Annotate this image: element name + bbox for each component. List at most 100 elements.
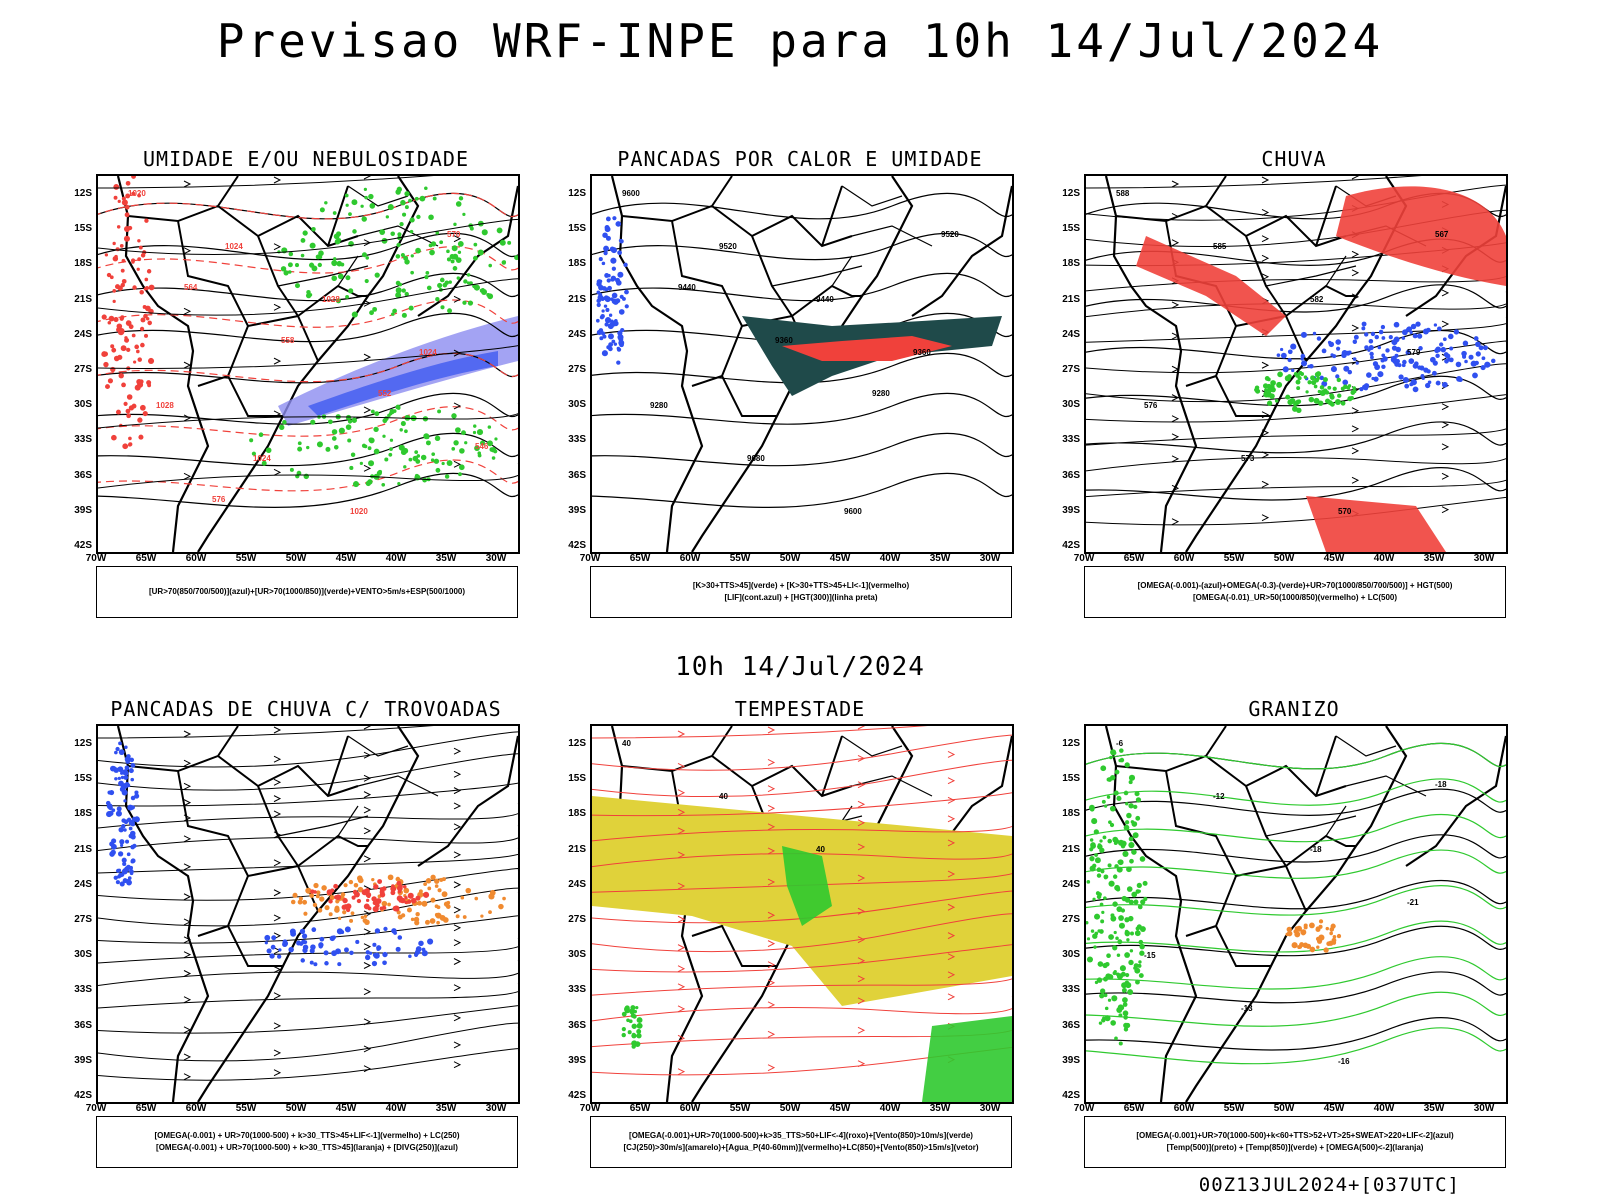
legend-line: [CJ(250)>30m/s](amarelo)+[Agua_P(40-60mm…	[623, 1143, 979, 1152]
contour-label: -18	[1310, 845, 1322, 854]
panel-legend: [UR>70(850/700/500)](azul)+[UR>70(1000/8…	[96, 566, 518, 618]
lat-label: 27S	[74, 364, 92, 375]
contour-label: 9680	[747, 454, 765, 463]
lat-label: 27S	[568, 914, 586, 925]
lat-label: 15S	[74, 223, 92, 235]
lat-label: 39S	[74, 504, 92, 516]
contour-label: -6	[1116, 739, 1124, 748]
lat-label: 33S	[74, 434, 92, 446]
streamlines	[592, 726, 1012, 1076]
country-borders	[621, 176, 862, 417]
streamlines	[98, 176, 518, 489]
lat-label: 24S	[1062, 328, 1080, 340]
legend-line: [OMEGA(-0.001)+UR>70(1000-500)+k<60+TTS>…	[1136, 1131, 1454, 1140]
legend-line: [OMEGA(-0.001)-(azul)+OMEGA(-0.3)-(verde…	[1137, 581, 1453, 590]
lat-label: 42S	[568, 1090, 586, 1101]
contour-label: 585	[1213, 242, 1227, 251]
lat-label: 12S	[568, 188, 586, 199]
lon-label: 70W	[85, 1103, 107, 1114]
contour-label: 9280	[650, 401, 668, 410]
lon-label: 40W	[879, 1103, 901, 1114]
lat-label: 21S	[568, 293, 586, 305]
lif-contours	[595, 216, 629, 365]
lat-label: 30S	[568, 949, 586, 961]
temp-500	[1086, 742, 1506, 1051]
contour-label: 552	[378, 389, 392, 398]
lat-label: 33S	[74, 984, 92, 996]
lon-label: 50W	[779, 553, 801, 564]
lon-label: 50W	[285, 1103, 307, 1114]
contour-label: 573	[1241, 454, 1255, 463]
lon-label: 35W	[929, 553, 951, 564]
coastline	[116, 176, 518, 552]
lon-label: 30W	[979, 553, 1001, 564]
legend-line: [OMEGA(-0.01)_UR>50(1000/850)(vermelho) …	[1192, 593, 1398, 602]
lat-label: 24S	[74, 878, 92, 890]
geography-lines	[1104, 726, 1506, 1102]
contour-label: 546	[475, 442, 489, 451]
contour-label: -13	[1241, 1004, 1253, 1013]
contour-labels: 1020 1024 1028 1024 1028 1024 1020 570 564 558 552…	[128, 189, 489, 516]
lat-label: 18S	[568, 258, 586, 270]
lat-label: 42S	[1062, 1090, 1080, 1101]
geography-lines	[610, 176, 1012, 552]
lat-label: 33S	[1062, 434, 1080, 446]
lon-label: 35W	[435, 1103, 457, 1114]
lat-label: 36S	[1062, 1019, 1080, 1031]
lat-label: 24S	[568, 328, 586, 340]
contour-labels: 588 585 582 579 576 573 570 567	[1116, 189, 1449, 516]
humidity-green-coast	[1086, 748, 1148, 1046]
contour-label: 588	[1116, 189, 1130, 198]
lat-label: 39S	[568, 1054, 586, 1066]
lon-label: 40W	[1373, 1103, 1395, 1114]
lon-label: 40W	[879, 553, 901, 564]
contour-label: 1024	[225, 242, 243, 251]
lat-label: 27S	[74, 914, 92, 925]
country-borders	[127, 726, 368, 967]
wind-850-green-south	[922, 1016, 1012, 1102]
lat-label: 39S	[74, 1054, 92, 1066]
contour-label: 40	[719, 792, 728, 801]
lon-label: 30W	[485, 1103, 507, 1114]
contour-label: 1020	[350, 507, 368, 516]
legend-line: [LIF](cont.azul) + [HGT(300)](linha pret…	[724, 593, 878, 602]
lon-label: 55W	[235, 553, 257, 564]
lat-label: 24S	[74, 328, 92, 340]
lon-label: 70W	[1073, 553, 1095, 564]
lat-label: 36S	[74, 469, 92, 481]
legend-line: [Temp(500)](preto) + [Temp(850)](verde) …	[1166, 1143, 1424, 1152]
lon-label: 60W	[1173, 1103, 1195, 1114]
panel-title: GRANIZO	[1248, 697, 1340, 721]
legend-line: [OMEGA(-0.001) + UR>70(1000-500) + k>30_…	[156, 1143, 458, 1152]
lat-label: 15S	[1062, 223, 1080, 235]
map-svg: 40 40 40	[592, 726, 1012, 1102]
rain-red-north	[1336, 186, 1506, 286]
contour-label: 9360	[775, 336, 793, 345]
contour-label: 9520	[719, 242, 737, 251]
lat-label: 12S	[74, 188, 92, 199]
lat-label: 12S	[1062, 738, 1080, 749]
rain-green	[1254, 370, 1357, 414]
contour-label: -15	[1144, 951, 1156, 960]
lat-label: 30S	[74, 399, 92, 411]
lat-label: 36S	[74, 1019, 92, 1031]
lat-label: 30S	[568, 399, 586, 411]
panel-legend: [OMEGA(-0.001)+UR>70(1000-500)+k>35_TTS>…	[590, 1116, 1012, 1168]
contour-label: 9360	[913, 348, 931, 357]
lat-label: 42S	[74, 1090, 92, 1101]
contour-label: 558	[281, 336, 295, 345]
contour-label: 1028	[322, 295, 340, 304]
lat-label: 12S	[568, 738, 586, 749]
lon-label: 30W	[485, 553, 507, 564]
lon-label: 45W	[335, 1103, 357, 1114]
run-footer: 00Z13JUL2024+[037UTC]	[1198, 1174, 1460, 1196]
country-borders	[127, 176, 368, 417]
lon-label: 40W	[385, 1103, 407, 1114]
lat-label: 18S	[74, 808, 92, 820]
panel-title: PANCADAS POR CALOR E UMIDADE	[617, 147, 983, 171]
lon-label: 55W	[1223, 553, 1245, 564]
state-borders	[277, 185, 439, 287]
contour-label: 567	[1435, 230, 1449, 239]
contour-label: 9600	[844, 507, 862, 516]
map-panel: 588 585 582 579 576 573 570 567	[1084, 174, 1508, 554]
